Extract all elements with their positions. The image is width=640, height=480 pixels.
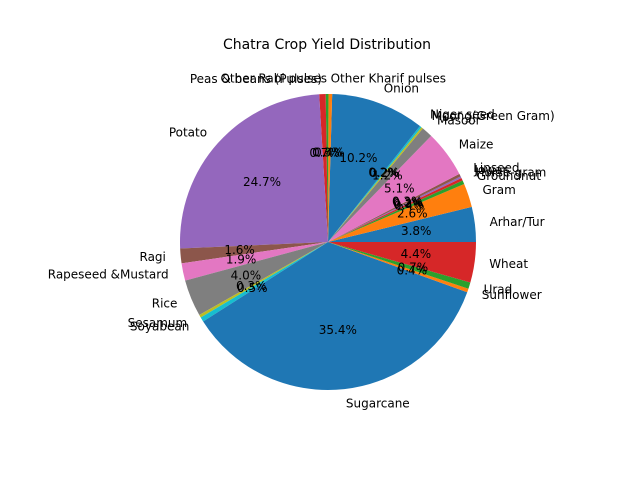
slice-other-rabi-pulses [325,93,329,242]
pct-groundnut: 0.4% [394,199,425,213]
label-other-kharif-pulses: Other Kharif pulses [331,72,446,86]
slice-sugarcane [203,242,468,391]
pct-ragi: 1.6% [224,243,255,257]
pct-sugarcane: 35.4% [319,323,357,337]
slice-gram [328,183,472,242]
chart-title: Chatra Crop Yield Distribution [223,37,431,53]
label-sesamum: Sesamum [128,316,188,330]
slice-jowar [328,176,462,242]
label-sunflower: Sunflower [482,288,542,302]
pct-jowar: 0.2% [393,196,424,210]
slice-arhar-tur [328,206,476,242]
label-linseed: Linseed [473,161,519,175]
label-wheat: Wheat [489,257,528,271]
pct-wheat: 4.4% [401,247,432,261]
label-soyabean: Soyabean [130,320,189,334]
slice-niger-seed [328,126,422,242]
pct-maize: 5.1% [384,182,415,196]
slice-soyabean [200,242,328,322]
slice-onion [328,94,420,242]
label-gram: Gram [483,183,516,197]
label-groundnut: Groundnut [477,169,541,183]
label-peas-beans-pulses: Peas & beans (Pulses) [190,72,322,86]
label-niger-seed: Niger seed [430,108,495,122]
label-sugarcane: Sugarcane [346,396,410,410]
slice-ragi [180,242,328,264]
pct-masoor: 1.2% [372,169,403,183]
slice-wheat [328,242,476,283]
slice-potato [179,94,328,249]
label-maize: Maize [459,137,494,151]
slice-groundnut [328,180,465,242]
pct-niger-seed: 0.2% [368,165,399,179]
label-ragi: Ragi [140,250,166,264]
pct-sunflower: 0.4% [397,264,428,278]
pct-onion: 10.2% [339,151,377,165]
slice-linseed [328,173,461,242]
slice-urad [328,242,471,289]
label-onion: Onion [384,82,419,96]
label-jowar: Jowar [473,163,507,177]
pct-sesamum: 0.3% [236,279,267,293]
pct-arhar-tur: 3.8% [401,224,432,238]
pct-urad: 0.7% [398,261,429,275]
label-urad: Urad [484,283,513,297]
label-horse-gram: Horse-gram [476,166,547,180]
pct-other-rabi-pulses: 0.3% [312,146,343,160]
slice-moong-green-gram [328,127,423,242]
pct-peas-beans-pulses: 0.7% [309,146,340,160]
pct-linseed: 0.3% [392,194,423,208]
pct-horse-gram: 0.3% [393,197,424,211]
slice-masoor [328,128,432,242]
slice-rapeseed-mustard [181,242,328,281]
slice-horse-gram [328,178,463,242]
pct-rice: 4.0% [231,268,262,282]
slice-maize [328,135,460,242]
label-rice: Rice [152,296,178,310]
slice-sunflower [328,242,469,293]
label-masoor: Masoor [437,114,481,128]
pct-moong-green-gram: 0.2% [369,166,400,180]
label-moong-green-gram: Moong(Green Gram) [432,109,555,123]
pct-rapeseed-mustard: 1.9% [226,253,257,267]
label-arhar-tur: Arhar/Tur [490,215,545,229]
pie-slices [179,93,476,391]
slice-other-kharif-pulses [328,94,333,242]
label-other-rabi-pulses: Other Rabi pulses [220,72,327,86]
slice-rice [185,242,328,316]
slice-sesamum [199,242,328,318]
pie-labels: Arhar/Tur GramGroundnutHorse-gramJowarLin… [48,72,555,411]
pct-other-kharif-pulses: 0.4% [314,146,345,160]
label-rapeseed-mustard: Rapeseed &Mustard [48,268,169,282]
label-potato: Potato [169,126,207,140]
pct-gram: 2.6% [397,207,428,221]
pct-potato: 24.7% [243,175,281,189]
pct-soyabean: 0.5% [237,281,268,295]
slice-peas-beans-pulses [319,94,328,243]
pie-percent-labels: 3.8%2.6%0.4%0.3%0.2%0.3%5.1%1.2%0.2%0.2%… [224,146,431,337]
